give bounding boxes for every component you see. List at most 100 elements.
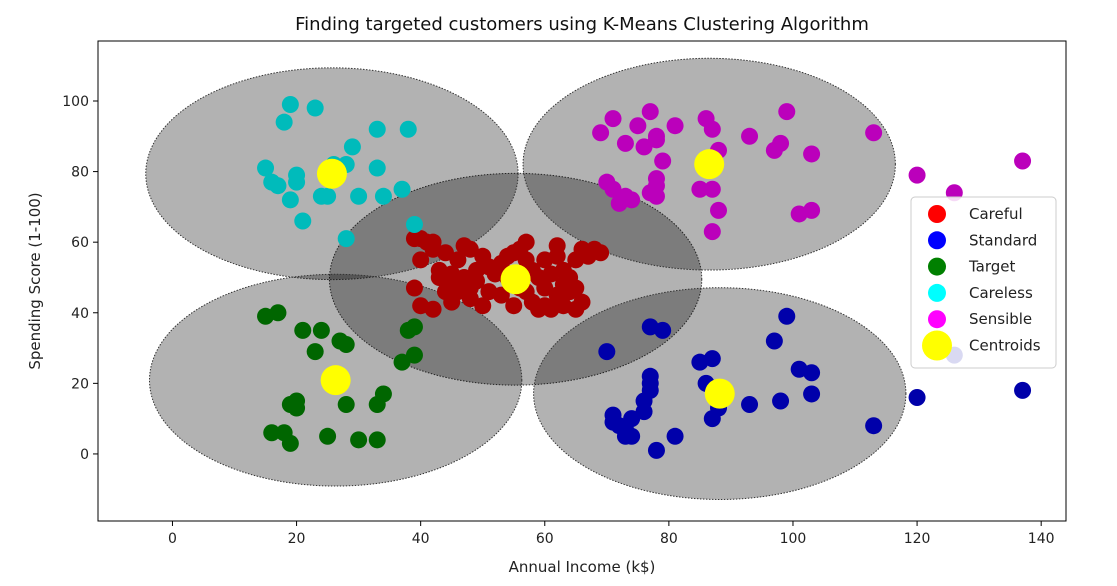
y-tick-label: 100 [62,94,89,110]
legend-marker-sensible [928,310,946,329]
point-target [269,304,287,322]
x-tick-label: 40 [412,531,430,547]
point-standard [765,332,783,350]
point-sensible [741,127,759,145]
point-careless [275,113,293,131]
point-careful [536,279,554,297]
point-sensible [703,180,721,198]
point-target [368,431,386,449]
chart-title: Finding targeted customers using K-Means… [295,14,869,35]
point-target [405,318,423,336]
point-careful [430,268,448,286]
point-target [294,321,312,339]
point-careless [319,187,337,205]
point-standard [772,392,790,410]
point-standard [741,396,759,414]
y-axis-label: Spending Score (1-100) [26,192,44,369]
x-tick-label: 60 [536,531,554,547]
point-sensible [623,191,641,209]
x-tick-label: 100 [780,531,807,547]
y-tick-label: 80 [71,165,89,181]
point-careless [350,187,368,205]
point-careful [573,293,591,311]
point-sensible [604,110,622,128]
point-target [319,427,337,445]
point-sensible [803,145,821,163]
point-standard [803,364,821,382]
point-target [263,424,281,442]
data-points [257,96,1032,459]
legend: Careful Standard Target Careless Sensible Cen… [910,196,1057,369]
point-sensible [703,223,721,241]
point-careless [368,120,386,138]
point-careful [412,230,430,248]
point-target [393,353,411,371]
point-careful [443,293,461,311]
point-careless [269,177,287,195]
point-careful [548,247,566,265]
legend-label-standard: Standard [969,231,1037,249]
point-careless [368,159,386,177]
point-sensible [604,180,622,198]
point-standard [598,343,616,361]
point-careful [517,233,535,251]
point-sensible [641,103,659,121]
point-careless [337,230,355,248]
point-target [312,321,330,339]
point-standard [908,388,926,406]
point-sensible [592,124,610,142]
point-careful [461,290,479,308]
y-tick-label: 60 [71,235,89,251]
y-axis-ticks: 0 20 40 60 80 100 [62,94,98,463]
point-careless [257,159,275,177]
point-careful [561,283,579,301]
point-standard [666,427,684,445]
point-target [374,385,392,403]
point-careful [461,240,479,258]
point-sensible [654,152,672,170]
point-careless [405,216,423,234]
legend-marker-careful [928,205,946,223]
point-careful [424,300,442,318]
point-standard [703,350,721,368]
point-sensible [703,120,721,138]
centroid-point [316,158,347,189]
point-careful [505,297,523,315]
point-sensible [865,124,883,142]
point-sensible [629,117,647,135]
point-careful [592,244,610,262]
point-sensible [710,201,728,219]
point-careful [449,251,467,269]
legend-label-careful: Careful [969,205,1023,223]
point-careless [374,187,392,205]
x-tick-label: 140 [1028,531,1055,547]
point-careful [405,279,423,297]
point-careless [399,120,417,138]
point-careful [480,283,498,301]
point-standard [647,441,665,459]
point-sensible [803,201,821,219]
point-careless [294,212,312,230]
point-target [306,343,324,361]
point-careless [343,138,361,156]
point-careful [468,272,486,290]
point-careless [281,96,299,114]
legend-label-sensible: Sensible [969,310,1032,328]
legend-marker-centroids [922,330,952,361]
point-sensible [1014,152,1032,170]
point-sensible [635,138,653,156]
point-target [337,396,355,414]
legend-box [910,196,1057,369]
centroid-point [704,378,735,409]
y-tick-label: 40 [71,306,89,322]
centroid-point [694,149,725,180]
point-standard [641,367,659,385]
point-sensible [647,187,665,205]
point-standard [865,417,883,435]
legend-marker-careless [928,283,946,302]
point-target [405,346,423,364]
point-sensible [778,103,796,121]
centroid-point [320,365,351,396]
x-tick-label: 120 [904,531,931,547]
point-sensible [691,180,709,198]
